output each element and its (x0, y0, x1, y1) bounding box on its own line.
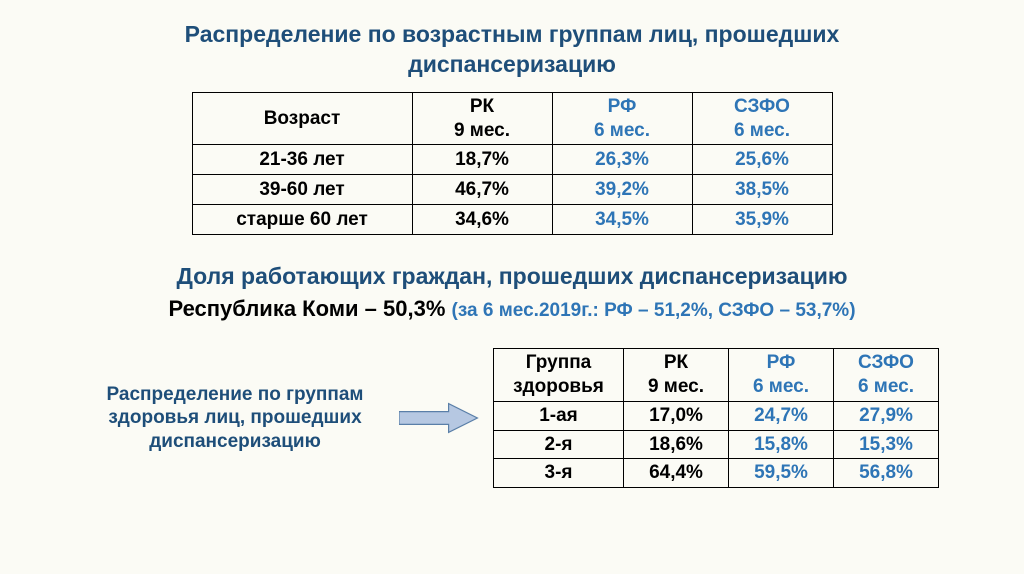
table-row: 21-36 лет 18,7% 26,3% 25,6% (192, 145, 832, 175)
table-row: 39-60 лет 46,7% 39,2% 38,5% (192, 175, 832, 205)
age-table: Возраст РК9 мес. РФ6 мес. СЗФО6 мес. 21-… (192, 92, 833, 236)
table-header-row: Группаздоровья РК9 мес. РФ6 мес. СЗФО6 м… (494, 349, 939, 402)
cell-age: 21-36 лет (192, 145, 412, 175)
arrow-shape (399, 404, 477, 433)
title-age-distribution: Распределение по возрастным группам лиц,… (0, 0, 1024, 80)
cell-sz: 35,9% (692, 205, 832, 235)
cell-rk: 18,6% (624, 430, 729, 459)
title-working-share: Доля работающих граждан, прошедших диспа… (0, 263, 1024, 290)
subtitle-rk-value: Республика Коми – 50,3% (168, 296, 451, 321)
cell-rk: 18,7% (412, 145, 552, 175)
cell-rf: 26,3% (552, 145, 692, 175)
table-row: 2-я 18,6% 15,8% 15,3% (494, 430, 939, 459)
cell-rf: 24,7% (729, 401, 834, 430)
subtitle-working-share: Республика Коми – 50,3% (за 6 мес.2019г.… (0, 296, 1024, 322)
title-line1: Распределение по возрастным группам лиц,… (185, 21, 840, 47)
header-health-group: Группаздоровья (494, 349, 624, 402)
cell-hg: 3-я (494, 459, 624, 488)
header-rk: РК9 мес. (412, 92, 552, 145)
table-row: 3-я 64,4% 59,5% 56,8% (494, 459, 939, 488)
cell-rk: 34,6% (412, 205, 552, 235)
cell-sz: 27,9% (834, 401, 939, 430)
cell-rk: 17,0% (624, 401, 729, 430)
header-szfo: СЗФО6 мес. (692, 92, 832, 145)
cell-rf: 34,5% (552, 205, 692, 235)
health-group-table: Группаздоровья РК9 мес. РФ6 мес. СЗФО6 м… (493, 348, 939, 488)
header-rf: РФ6 мес. (552, 92, 692, 145)
table-row: старше 60 лет 34,6% 34,5% 35,9% (192, 205, 832, 235)
cell-hg: 2-я (494, 430, 624, 459)
cell-age: 39-60 лет (192, 175, 412, 205)
title-line2: диспансеризацию (408, 51, 616, 77)
table-header-row: Возраст РК9 мес. РФ6 мес. СЗФО6 мес. (192, 92, 832, 145)
header-rk: РК9 мес. (624, 349, 729, 402)
cell-age: старше 60 лет (192, 205, 412, 235)
cell-rk: 46,7% (412, 175, 552, 205)
header-szfo: СЗФО6 мес. (834, 349, 939, 402)
header-rf: РФ6 мес. (729, 349, 834, 402)
cell-sz: 56,8% (834, 459, 939, 488)
cell-rf: 39,2% (552, 175, 692, 205)
health-groups-label: Распределение по группам здоровья лиц, п… (85, 383, 385, 454)
cell-sz: 15,3% (834, 430, 939, 459)
cell-hg: 1-ая (494, 401, 624, 430)
header-age: Возраст (192, 92, 412, 145)
arrow-right-icon (399, 402, 479, 434)
cell-sz: 38,5% (692, 175, 832, 205)
cell-sz: 25,6% (692, 145, 832, 175)
table-row: 1-ая 17,0% 24,7% 27,9% (494, 401, 939, 430)
subtitle-comparison: (за 6 мес.2019г.: РФ – 51,2%, СЗФО – 53,… (452, 300, 856, 321)
cell-rf: 15,8% (729, 430, 834, 459)
cell-rf: 59,5% (729, 459, 834, 488)
cell-rk: 64,4% (624, 459, 729, 488)
